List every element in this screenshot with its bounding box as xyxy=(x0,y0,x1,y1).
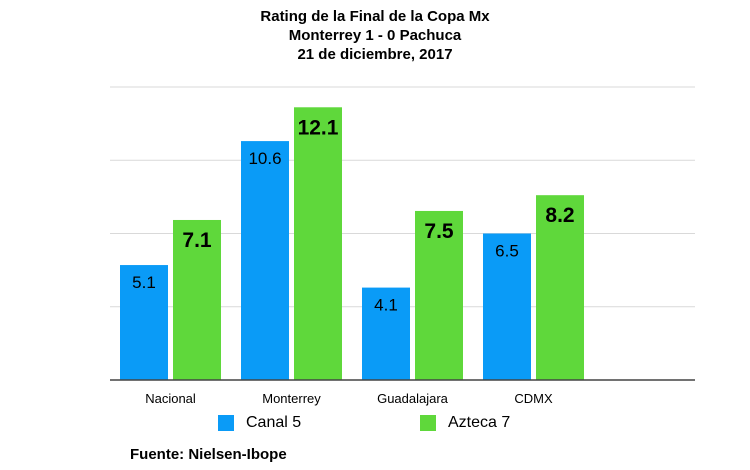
data-label: 12.1 xyxy=(298,116,339,139)
legend-label: Canal 5 xyxy=(246,414,302,431)
data-label: 4.1 xyxy=(374,296,398,315)
legend-azteca7: Azteca 7 xyxy=(420,414,510,432)
source-note: Fuente: Nielsen-Ibope xyxy=(130,446,287,463)
data-label: 8.2 xyxy=(545,204,574,227)
category-label: CDMX xyxy=(514,391,553,406)
data-label: 10.6 xyxy=(248,149,281,168)
bar-azteca-7 xyxy=(294,107,342,381)
bar-canal-5 xyxy=(483,233,531,380)
bar-azteca-7 xyxy=(173,219,221,380)
bar-azteca-7 xyxy=(536,195,584,380)
chart-title-line-2: Monterrey 1 - 0 Pachuca xyxy=(288,27,462,44)
data-label: 5.1 xyxy=(132,273,156,292)
legend-label: Azteca 7 xyxy=(448,414,511,431)
bar-canal-5 xyxy=(241,141,289,380)
bar-azteca-7 xyxy=(415,210,463,380)
legend-canal5: Canal 5 xyxy=(218,414,301,432)
category-label: Monterrey xyxy=(262,391,321,406)
category-label: Nacional xyxy=(145,391,196,406)
data-label: 7.1 xyxy=(182,229,212,252)
legend-swatch-canal5 xyxy=(218,415,234,431)
chart-title-line-1: Rating de la Final de la Copa Mx xyxy=(260,8,490,25)
bar-canal-5 xyxy=(362,287,410,380)
bar-canal-5 xyxy=(120,265,168,380)
chart-title-line-3: 21 de diciembre, 2017 xyxy=(297,46,453,63)
data-label: 6.5 xyxy=(495,242,519,261)
category-label: Guadalajara xyxy=(377,391,449,406)
legend-swatch-azteca7 xyxy=(420,415,436,431)
data-label: 7.5 xyxy=(424,220,454,243)
